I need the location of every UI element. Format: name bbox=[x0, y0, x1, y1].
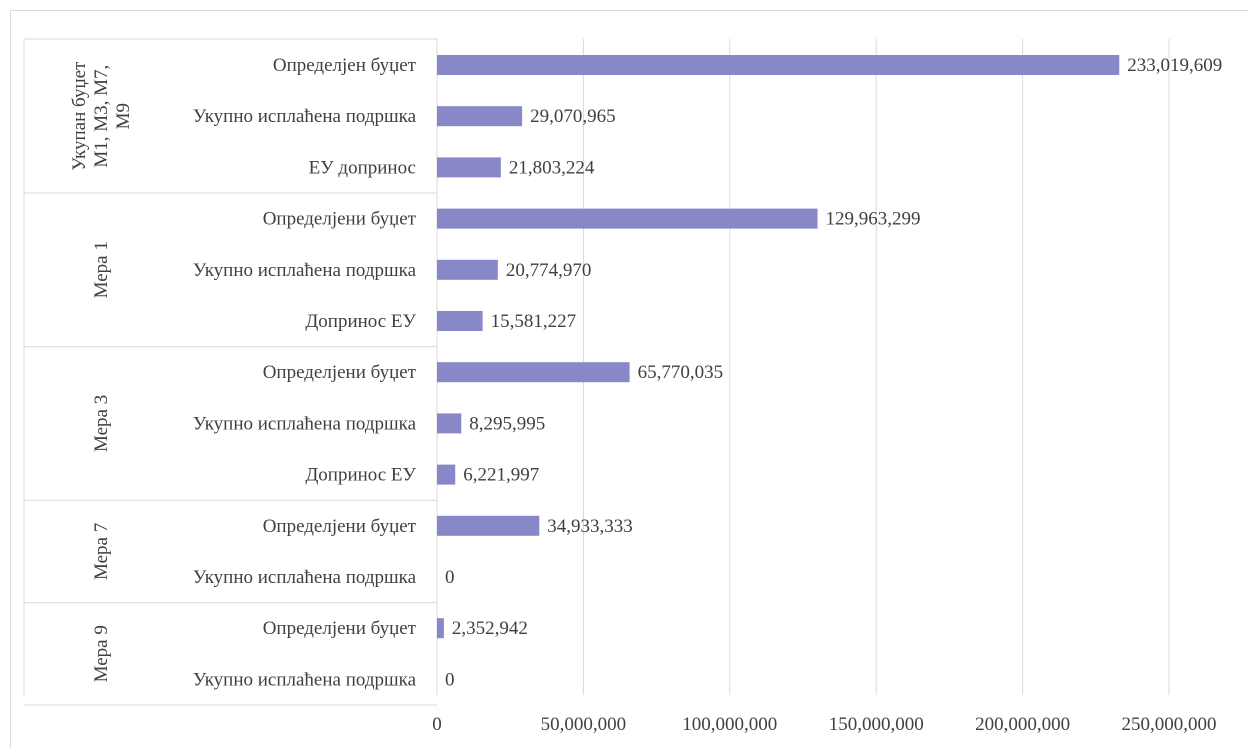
group-label: Мера 9 bbox=[91, 625, 112, 682]
data-label: 0 bbox=[445, 669, 455, 690]
data-label: 65,770,035 bbox=[638, 362, 724, 383]
x-tick-label: 200,000,000 bbox=[975, 714, 1070, 735]
group-label: Мера 1 bbox=[91, 241, 112, 298]
category-label: Укупно исплаћена подршка bbox=[193, 669, 417, 690]
category-label: Укупно исплаћена подршка bbox=[193, 260, 417, 281]
category-label: Укупно исплаћена подршка bbox=[193, 106, 417, 127]
bar bbox=[437, 209, 818, 229]
bar bbox=[437, 465, 455, 485]
x-tick-label: 50,000,000 bbox=[541, 714, 627, 735]
category-label: Укупно исплаћена подршка bbox=[193, 413, 417, 434]
data-label: 15,581,227 bbox=[491, 311, 577, 332]
bar bbox=[437, 311, 483, 331]
x-tick-label: 0 bbox=[432, 714, 442, 735]
data-label: 233,019,609 bbox=[1127, 55, 1222, 76]
data-label: 129,963,299 bbox=[826, 209, 921, 230]
data-label: 0 bbox=[445, 567, 455, 588]
bar bbox=[437, 413, 461, 433]
category-label: Укупно исплаћена подршка bbox=[193, 567, 417, 588]
bar bbox=[437, 106, 522, 126]
category-label: Определјени буџет bbox=[263, 362, 417, 383]
bar bbox=[437, 55, 1119, 75]
group-label: Мера 3 bbox=[91, 395, 112, 452]
bar bbox=[437, 362, 630, 382]
bar bbox=[437, 157, 501, 177]
bar bbox=[437, 618, 444, 638]
category-label: Определјен буџет bbox=[273, 55, 417, 76]
category-label: Определјени буџет bbox=[263, 618, 417, 639]
x-tick-label: 150,000,000 bbox=[829, 714, 924, 735]
data-label: 2,352,942 bbox=[452, 618, 528, 639]
x-tick-label: 100,000,000 bbox=[682, 714, 777, 735]
category-label: Допринос ЕУ bbox=[305, 311, 416, 332]
data-label: 34,933,333 bbox=[547, 516, 633, 537]
x-tick-label: 250,000,000 bbox=[1122, 714, 1217, 735]
bar bbox=[437, 516, 539, 536]
category-label: ЕУ допринос bbox=[309, 157, 416, 178]
data-label: 21,803,224 bbox=[509, 157, 595, 178]
bar bbox=[437, 260, 498, 280]
data-label: 29,070,965 bbox=[530, 106, 616, 127]
data-label: 8,295,995 bbox=[469, 413, 545, 434]
category-label: Допринос ЕУ bbox=[305, 465, 416, 486]
group-label: Мера 7 bbox=[91, 523, 112, 580]
category-label: Определјени буџет bbox=[263, 516, 417, 537]
data-label: 20,774,970 bbox=[506, 260, 592, 281]
data-label: 6,221,997 bbox=[463, 465, 539, 486]
category-label: Определјени буџет bbox=[263, 209, 417, 230]
